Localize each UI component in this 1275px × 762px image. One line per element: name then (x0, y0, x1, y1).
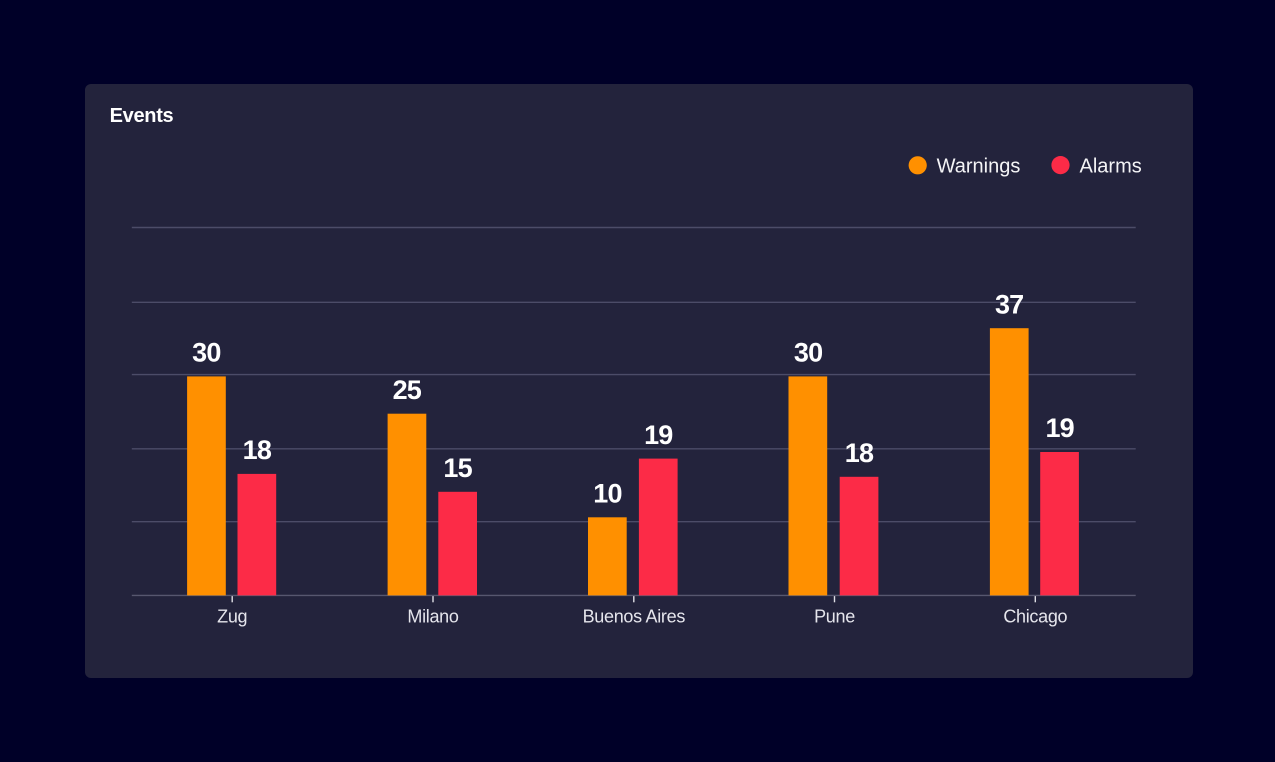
svg-text:18: 18 (243, 435, 272, 465)
svg-text:18: 18 (845, 438, 874, 468)
svg-text:Alarms: Alarms (1080, 155, 1142, 177)
svg-text:Events: Events (110, 105, 174, 127)
svg-text:Milano: Milano (407, 607, 459, 627)
svg-text:Warnings: Warnings (937, 155, 1021, 177)
svg-text:19: 19 (644, 420, 673, 450)
svg-text:Zug: Zug (217, 607, 247, 627)
svg-text:Chicago: Chicago (1003, 607, 1067, 627)
svg-text:37: 37 (995, 289, 1023, 319)
svg-text:30: 30 (794, 338, 822, 368)
svg-text:15: 15 (443, 453, 472, 483)
svg-text:Buenos Aires: Buenos Aires (583, 607, 686, 627)
svg-text:Pune: Pune (814, 607, 855, 627)
svg-text:25: 25 (393, 375, 422, 405)
svg-text:19: 19 (1045, 413, 1074, 443)
svg-text:10: 10 (593, 479, 621, 509)
svg-text:30: 30 (192, 338, 220, 368)
